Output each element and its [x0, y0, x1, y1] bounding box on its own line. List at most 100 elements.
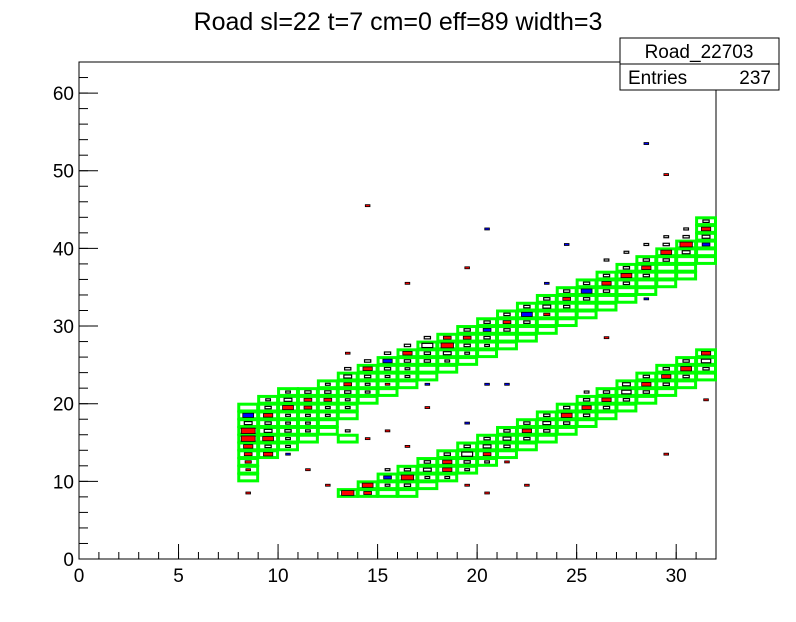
road-cell [396, 379, 419, 390]
hit-box-black [423, 460, 432, 464]
hit-box-black [523, 304, 531, 309]
road-cell [575, 309, 598, 320]
hit-box-black [263, 428, 273, 433]
hit-box-black [484, 343, 491, 348]
road-cell [496, 340, 518, 351]
hit-box-black [363, 359, 372, 363]
hit-box-black [682, 234, 690, 239]
hit-box-black [243, 420, 253, 426]
hit-box-red [680, 366, 692, 372]
hit-box-black [285, 437, 291, 441]
hit-box-black [463, 460, 471, 464]
hit-box-black [463, 328, 471, 332]
hit-box-black [543, 413, 551, 418]
hit-box-black [642, 374, 651, 379]
hit-box-black [622, 265, 631, 270]
hit-box-red [404, 444, 411, 448]
hit-box-red [404, 281, 411, 285]
hit-box-black [442, 351, 452, 356]
road-cell [675, 379, 698, 390]
road-cell [555, 317, 578, 328]
hit-box-red [345, 351, 351, 355]
hit-box-black [422, 467, 432, 472]
hit-box-black [621, 389, 632, 395]
road-cell [476, 457, 499, 467]
hit-box-red [402, 350, 413, 356]
hit-box-blue [504, 382, 510, 386]
hit-box-black [602, 390, 611, 394]
hit-box-black [662, 258, 670, 262]
hit-box-red [400, 474, 415, 481]
hit-box-blue [643, 142, 650, 145]
hit-box-black [285, 390, 291, 394]
hit-box-black [603, 258, 610, 262]
hit-box-black [423, 351, 432, 356]
road-cell [535, 325, 558, 335]
hit-box-black [383, 366, 392, 371]
hit-box-black [642, 390, 651, 394]
hit-box-black [582, 281, 591, 286]
hit-box-black [543, 429, 551, 433]
road-cell [655, 278, 678, 289]
hit-box-black [523, 436, 531, 441]
hit-box-black [324, 413, 331, 417]
hit-box-red [384, 382, 391, 386]
road-cell [515, 441, 538, 452]
hit-box-black [423, 359, 432, 363]
hit-box-black [482, 444, 492, 449]
stats-name: Road_22703 [645, 42, 754, 63]
x-tick-label: 15 [367, 566, 388, 587]
hit-box-black [582, 397, 591, 402]
hit-box-red [364, 437, 371, 441]
road-cell [675, 270, 698, 281]
road-cell [615, 293, 638, 304]
hit-box-black [344, 429, 351, 433]
hit-box-black [523, 320, 531, 324]
x-tick-label: 10 [267, 566, 288, 587]
road-cell [635, 286, 658, 296]
road-cell [615, 402, 638, 413]
hit-box-red [262, 436, 274, 442]
hit-box-black [483, 335, 491, 340]
hit-box-red [244, 460, 252, 464]
hit-box-red [504, 460, 510, 464]
hit-box-black [304, 421, 311, 425]
hit-box-blue [424, 382, 431, 386]
hit-box-blue [482, 327, 492, 332]
hit-box-red [442, 459, 453, 465]
hit-box-red [464, 483, 470, 487]
hit-box-red [341, 490, 355, 496]
hit-box-black [503, 429, 511, 433]
x-tick-label: 5 [173, 566, 184, 587]
hit-box-red [543, 312, 551, 316]
hit-box-blue [563, 243, 570, 246]
hit-box-blue [580, 288, 593, 294]
hit-box-blue [643, 297, 650, 301]
hit-box-black [682, 359, 690, 363]
road-cell [436, 363, 459, 374]
hit-box-red [424, 406, 431, 409]
road-cell [535, 433, 558, 444]
hit-box-red [384, 429, 391, 433]
hit-box-red [263, 451, 274, 457]
hit-box-black [582, 297, 591, 301]
hit-box-red [442, 467, 453, 472]
road-cell [436, 472, 459, 483]
hit-box-black [683, 227, 690, 231]
hit-box-red [243, 444, 254, 449]
hit-box-black [265, 398, 272, 402]
hit-box-black [384, 468, 391, 472]
hit-box-black [583, 390, 590, 394]
stats-entries-label: Entries [628, 68, 687, 89]
road-cell [237, 472, 260, 483]
hit-box-black [663, 235, 670, 239]
hit-box-black [562, 421, 571, 425]
hit-box-black [642, 273, 651, 278]
road-cell [555, 425, 578, 436]
hit-box-black [503, 328, 511, 332]
hit-markers [240, 142, 712, 496]
hit-box-black [384, 374, 391, 379]
hit-box-black [503, 444, 511, 449]
road-cell [336, 410, 359, 421]
hit-box-red [521, 428, 532, 434]
